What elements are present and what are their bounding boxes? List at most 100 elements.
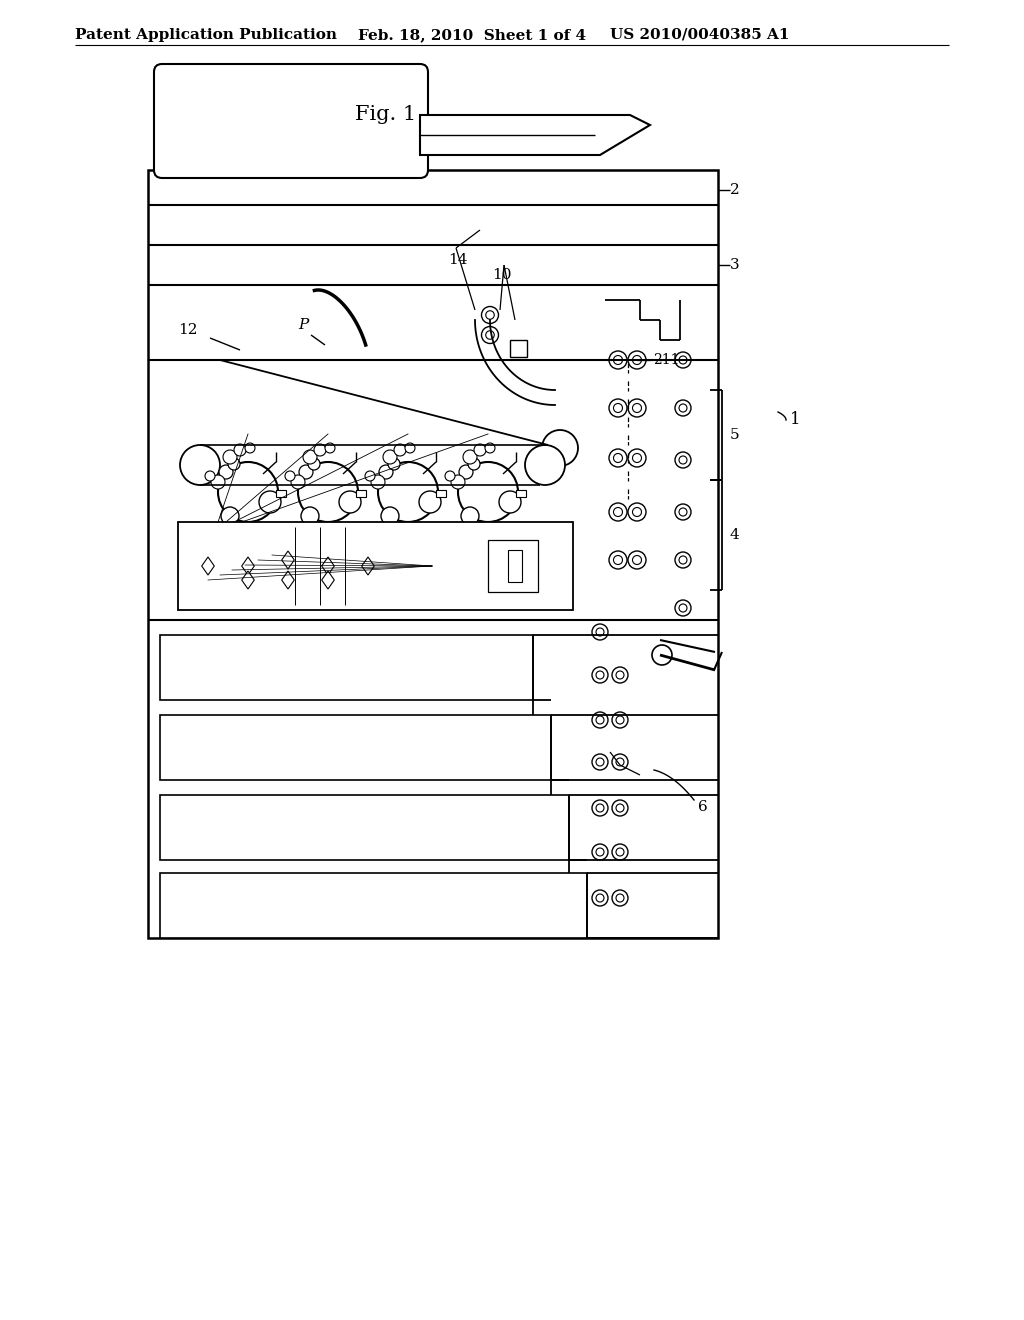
Polygon shape xyxy=(242,557,254,576)
Text: 12: 12 xyxy=(178,323,198,337)
Polygon shape xyxy=(242,572,254,589)
Circle shape xyxy=(609,399,627,417)
Circle shape xyxy=(609,449,627,467)
Circle shape xyxy=(679,605,687,612)
Circle shape xyxy=(679,404,687,412)
Circle shape xyxy=(592,890,608,906)
Circle shape xyxy=(633,355,641,364)
Bar xyxy=(488,540,538,591)
Circle shape xyxy=(383,450,397,465)
Circle shape xyxy=(388,458,400,470)
Circle shape xyxy=(592,711,608,729)
Circle shape xyxy=(679,455,687,465)
Circle shape xyxy=(592,843,608,861)
Text: 2: 2 xyxy=(730,183,739,197)
Circle shape xyxy=(314,444,326,455)
Text: Feb. 18, 2010  Sheet 1 of 4: Feb. 18, 2010 Sheet 1 of 4 xyxy=(358,28,586,42)
Circle shape xyxy=(675,552,691,568)
Circle shape xyxy=(613,507,623,516)
Bar xyxy=(160,635,534,700)
Circle shape xyxy=(679,356,687,364)
Circle shape xyxy=(612,711,628,729)
Circle shape xyxy=(596,628,604,636)
Circle shape xyxy=(616,894,624,902)
Circle shape xyxy=(613,556,623,565)
Circle shape xyxy=(499,491,521,513)
Text: US 2010/0040385 A1: US 2010/0040385 A1 xyxy=(610,28,790,42)
Circle shape xyxy=(445,471,455,480)
Circle shape xyxy=(180,445,220,484)
Circle shape xyxy=(379,465,393,479)
Circle shape xyxy=(628,550,646,569)
Circle shape xyxy=(633,556,641,565)
Circle shape xyxy=(613,454,623,462)
Circle shape xyxy=(394,444,406,455)
Bar xyxy=(148,170,718,939)
Circle shape xyxy=(609,503,627,521)
Polygon shape xyxy=(322,572,334,589)
Circle shape xyxy=(325,444,335,453)
Circle shape xyxy=(371,475,385,488)
Circle shape xyxy=(299,465,313,479)
Circle shape xyxy=(211,475,225,488)
Circle shape xyxy=(679,508,687,516)
Circle shape xyxy=(291,475,305,488)
Circle shape xyxy=(525,445,565,484)
Circle shape xyxy=(633,404,641,412)
Circle shape xyxy=(609,351,627,370)
Text: 3: 3 xyxy=(730,257,739,272)
Text: 14: 14 xyxy=(449,253,468,267)
Circle shape xyxy=(675,601,691,616)
Circle shape xyxy=(542,430,578,466)
Circle shape xyxy=(613,404,623,412)
Polygon shape xyxy=(282,572,294,589)
Circle shape xyxy=(419,491,441,513)
Circle shape xyxy=(628,351,646,370)
Circle shape xyxy=(303,450,317,465)
Circle shape xyxy=(612,667,628,682)
Circle shape xyxy=(223,450,237,465)
Circle shape xyxy=(628,449,646,467)
Circle shape xyxy=(298,462,358,521)
Circle shape xyxy=(596,847,604,855)
Circle shape xyxy=(596,758,604,766)
Bar xyxy=(160,715,551,780)
Circle shape xyxy=(228,458,240,470)
Circle shape xyxy=(461,507,479,525)
Circle shape xyxy=(245,444,255,453)
Circle shape xyxy=(474,444,486,455)
Polygon shape xyxy=(420,115,650,154)
Circle shape xyxy=(308,458,319,470)
Circle shape xyxy=(205,471,215,480)
Text: Fig. 1: Fig. 1 xyxy=(355,106,416,124)
Circle shape xyxy=(221,507,239,525)
Circle shape xyxy=(459,465,473,479)
Circle shape xyxy=(675,352,691,368)
Circle shape xyxy=(652,645,672,665)
Text: 10: 10 xyxy=(492,268,512,282)
Circle shape xyxy=(285,471,295,480)
Circle shape xyxy=(679,556,687,564)
Circle shape xyxy=(633,507,641,516)
Bar xyxy=(516,490,526,498)
Bar xyxy=(356,490,366,498)
Circle shape xyxy=(485,444,495,453)
Circle shape xyxy=(339,491,361,513)
Circle shape xyxy=(592,754,608,770)
Circle shape xyxy=(596,715,604,723)
Text: 211: 211 xyxy=(653,352,680,367)
Polygon shape xyxy=(361,557,375,576)
Circle shape xyxy=(616,758,624,766)
Circle shape xyxy=(592,667,608,682)
Circle shape xyxy=(612,800,628,816)
Circle shape xyxy=(481,306,499,323)
Text: 4: 4 xyxy=(730,528,739,543)
Circle shape xyxy=(301,507,319,525)
Circle shape xyxy=(592,800,608,816)
Circle shape xyxy=(612,843,628,861)
Text: 6: 6 xyxy=(698,800,708,814)
Circle shape xyxy=(612,890,628,906)
Bar xyxy=(436,490,446,498)
Polygon shape xyxy=(322,557,334,576)
Bar xyxy=(178,521,573,610)
